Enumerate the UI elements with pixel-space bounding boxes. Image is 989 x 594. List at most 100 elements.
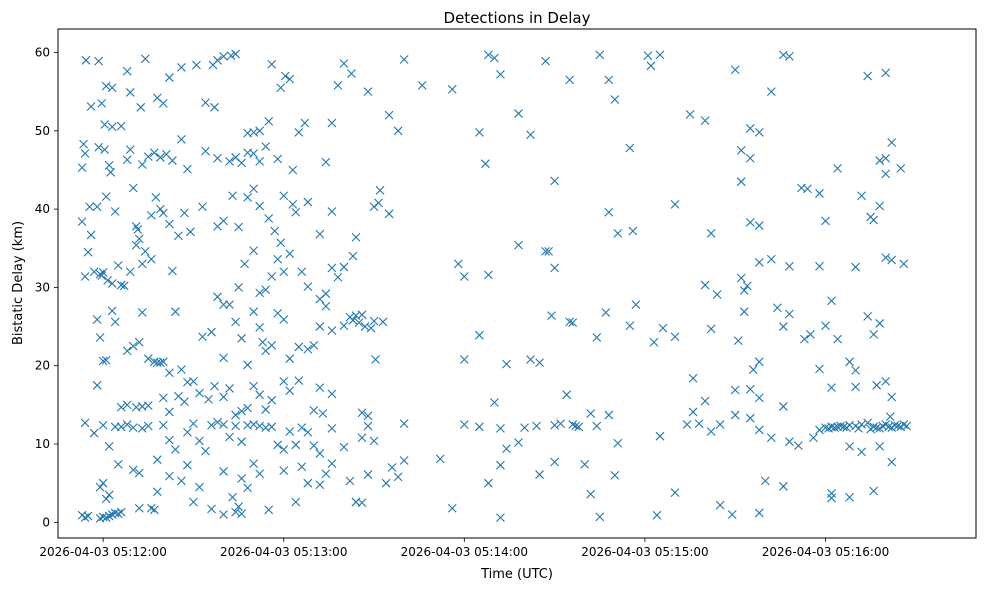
data-point-marker <box>89 267 99 277</box>
data-point-marker <box>387 463 397 472</box>
data-point-marker <box>315 480 325 490</box>
data-point-marker <box>137 160 147 169</box>
data-point-marker <box>393 472 403 482</box>
data-point-marker <box>119 281 129 291</box>
data-point-marker <box>303 197 313 207</box>
data-point-marker <box>836 421 845 431</box>
data-point-marker <box>357 433 367 443</box>
data-point-marker <box>303 344 313 354</box>
data-point-marker <box>586 489 596 499</box>
data-point-marker <box>830 423 839 432</box>
data-point-marker <box>183 164 192 174</box>
data-point-marker <box>706 427 716 436</box>
data-point-marker <box>604 75 614 85</box>
data-point-marker <box>333 272 343 282</box>
data-point-marker <box>869 422 879 432</box>
data-point-marker <box>237 509 246 519</box>
data-point-marker <box>496 460 505 470</box>
data-point-marker <box>893 421 903 431</box>
data-point-marker <box>712 290 722 299</box>
data-point-marker <box>128 341 138 351</box>
data-point-marker <box>77 163 87 172</box>
data-point-marker <box>101 494 111 504</box>
data-point-marker <box>881 169 891 179</box>
data-point-marker <box>83 511 93 521</box>
data-point-marker <box>213 417 222 427</box>
data-point-marker <box>601 308 611 317</box>
data-point-marker <box>384 209 394 219</box>
data-point-marker <box>592 333 602 342</box>
data-point-marker <box>490 53 499 63</box>
data-point-marker <box>748 365 758 375</box>
data-point-marker <box>294 342 304 352</box>
data-point-marker <box>459 420 469 429</box>
data-point-marker <box>363 470 373 479</box>
data-point-marker <box>95 333 105 342</box>
data-point-marker <box>643 51 653 61</box>
data-point-marker <box>730 385 740 395</box>
data-point-marker <box>345 476 355 486</box>
data-point-marker <box>231 410 240 420</box>
data-point-marker <box>103 275 113 285</box>
data-point-marker <box>164 407 174 417</box>
data-point-marker <box>670 332 680 342</box>
data-point-marker <box>101 355 111 365</box>
data-point-marker <box>276 238 286 248</box>
data-point-marker <box>146 210 156 220</box>
data-point-marker <box>571 421 581 431</box>
data-point-marker <box>887 392 897 402</box>
data-point-marker <box>243 483 253 493</box>
x-tick-label: 2026-04-03 05:15:00 <box>581 545 708 559</box>
y-tick-label: 40 <box>35 202 50 216</box>
data-point-marker <box>198 332 207 342</box>
data-point-marker <box>249 459 259 468</box>
data-point-marker <box>845 441 854 451</box>
data-point-marker <box>815 189 824 198</box>
data-point-marker <box>700 116 710 126</box>
data-point-marker <box>315 322 325 331</box>
data-point-marker <box>321 301 331 311</box>
data-point-marker <box>655 50 665 60</box>
data-point-marker <box>143 354 153 364</box>
data-point-marker <box>231 49 240 59</box>
data-point-marker <box>785 52 794 61</box>
data-point-marker <box>219 467 228 476</box>
data-point-marker <box>285 386 295 396</box>
data-point-marker <box>207 327 216 337</box>
data-point-marker <box>887 255 897 265</box>
data-point-marker <box>213 292 222 302</box>
data-point-marker <box>490 398 499 407</box>
y-axis: 0 10 20 30 40 50 60 <box>35 45 58 529</box>
data-point-marker <box>459 272 469 281</box>
data-point-marker <box>143 401 153 411</box>
data-point-marker <box>785 437 794 447</box>
data-point-marker <box>562 390 572 400</box>
data-point-marker <box>333 80 343 90</box>
data-point-marker <box>151 192 161 202</box>
data-point-marker <box>164 435 174 445</box>
data-point-marker <box>366 323 376 333</box>
data-point-marker <box>125 267 135 277</box>
data-point-marker <box>234 283 243 292</box>
data-point-marker <box>164 368 174 378</box>
data-point-marker <box>134 503 144 513</box>
data-point-marker <box>694 419 704 429</box>
data-point-marker <box>327 326 337 335</box>
data-point-marker <box>363 87 373 97</box>
data-point-marker <box>94 56 104 66</box>
data-point-marker <box>541 56 550 66</box>
data-point-marker <box>89 428 99 438</box>
data-point-marker <box>83 247 93 257</box>
data-point-marker <box>273 440 283 450</box>
data-point-marker <box>133 225 143 234</box>
data-point-marker <box>447 503 457 513</box>
data-point-marker <box>297 267 307 277</box>
data-point-marker <box>875 201 885 211</box>
data-point-marker <box>766 433 776 443</box>
data-point-marker <box>857 191 867 201</box>
data-point-marker <box>152 487 162 497</box>
data-point-marker <box>839 422 848 432</box>
data-point-marker <box>730 65 740 75</box>
data-point-marker <box>833 334 842 344</box>
data-point-marker <box>514 109 523 118</box>
